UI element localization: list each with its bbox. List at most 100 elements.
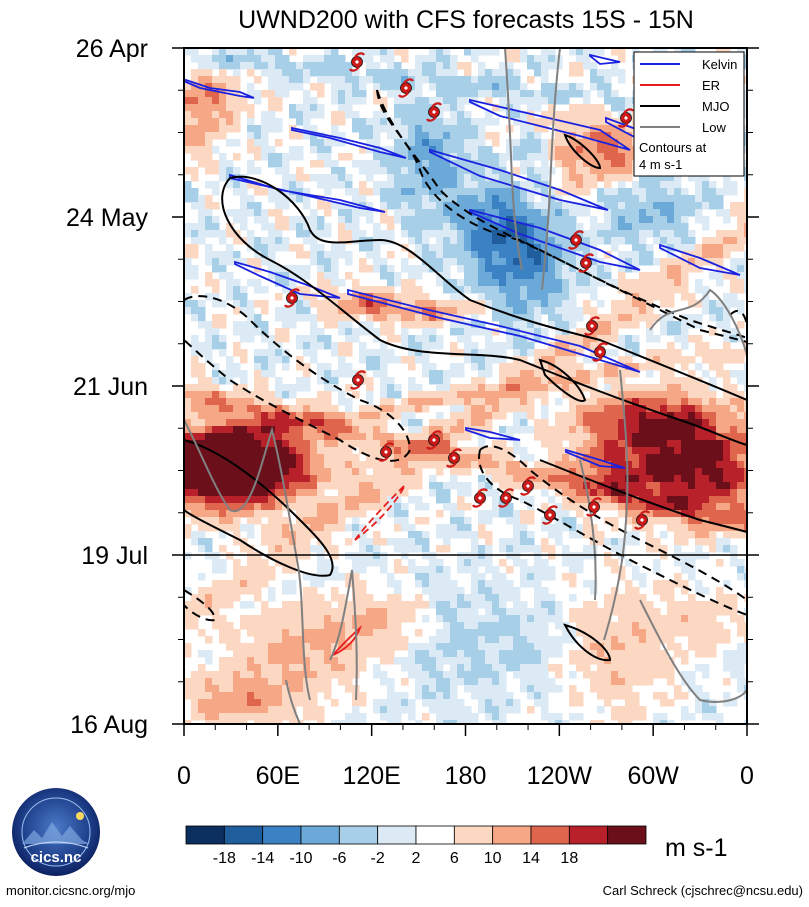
legend-note-line1: Contours at	[639, 140, 707, 155]
legend-note-line2: 4 m s-1	[639, 157, 682, 172]
y-tick-label: 24 May	[66, 204, 148, 232]
cyclone-icon	[592, 342, 608, 362]
colorbar-swatch	[453, 825, 494, 845]
colorbar-swatch	[185, 825, 225, 845]
kelvin-contour	[469, 208, 641, 271]
mjo-contour	[376, 89, 747, 339]
y-tick-label: 21 Jun	[73, 373, 148, 401]
cyclone-icon	[584, 316, 600, 336]
mjo-contour	[729, 309, 747, 326]
legend-label-low: Low	[702, 120, 726, 135]
mjo-contour	[539, 459, 747, 533]
low-frequency-contour	[579, 459, 597, 601]
kelvin-contour	[185, 78, 255, 99]
colorbar-swatch	[262, 825, 302, 845]
colorbar-label: -10	[289, 850, 312, 867]
cyclone-icon	[542, 505, 558, 525]
cyclone-icon	[634, 510, 650, 530]
cyclone-icon	[472, 488, 488, 508]
colorbar-label: 6	[450, 850, 459, 867]
kelvin-contour	[659, 243, 741, 276]
colorbar-label: -14	[251, 850, 274, 867]
legend-label-mjo: MJO	[702, 99, 729, 114]
x-tick-label: 60W	[627, 762, 679, 790]
x-tick-label: 180	[445, 762, 487, 790]
legend: Kelvin ER MJO Low Contours at 4 m s-1	[633, 51, 745, 177]
kelvin-contour	[291, 126, 407, 159]
kelvin-contour	[589, 53, 621, 65]
mjo-contour	[229, 175, 747, 401]
low-frequency-contour	[541, 48, 561, 291]
legend-label-kelvin: Kelvin	[702, 57, 737, 72]
colorbar-swatch	[530, 825, 570, 845]
er-contour	[332, 625, 362, 656]
kelvin-contour	[565, 448, 626, 469]
y-tick-label: 26 Apr	[76, 35, 148, 63]
cyclone-icon	[349, 52, 365, 72]
mjo-contour	[184, 589, 217, 622]
cyclone-icon	[350, 370, 366, 390]
website-link[interactable]: monitor.cicsnc.org/mjo	[6, 883, 136, 898]
mjo-contour	[184, 439, 334, 577]
low-frequency-contour	[285, 679, 301, 724]
x-tick-label: 0	[177, 762, 191, 790]
author-credit: Carl Schreck (cjschrec@ncsu.edu)	[602, 883, 803, 898]
colorbar-label: -18	[213, 850, 236, 867]
x-tick-label: 120E	[342, 762, 400, 790]
low-frequency-contour	[504, 48, 523, 271]
mjo-contour	[563, 133, 602, 170]
kelvin-contour	[465, 426, 521, 441]
mjo-contour	[563, 623, 612, 662]
colorbar-swatch	[415, 825, 455, 845]
colorbar-swatch	[338, 825, 379, 845]
cicsnc-logo: cics.nc	[12, 788, 100, 876]
cyclone-icon	[426, 430, 442, 450]
cyclone-icon	[446, 448, 462, 468]
cyclone-icon	[520, 476, 536, 496]
colorbar-label: 2	[412, 850, 421, 867]
colorbar-unit: m s-1	[665, 834, 728, 862]
logo-text: cics.nc	[31, 849, 82, 866]
mjo-contour	[478, 449, 747, 616]
contour-layer	[184, 48, 747, 724]
cyclone-icon	[426, 102, 442, 122]
colorbar-label: -2	[371, 850, 385, 867]
mjo-contour	[376, 89, 747, 343]
x-tick-label: 60E	[256, 762, 300, 790]
mjo-contour	[479, 445, 747, 601]
cyclone-icon	[398, 78, 414, 98]
cyclone-icon	[586, 497, 602, 517]
low-frequency-contour	[184, 419, 311, 701]
legend-label-er: ER	[702, 78, 720, 93]
mjo-contour	[221, 177, 747, 446]
colorbar-swatch	[223, 825, 264, 845]
cyclone-icon	[618, 108, 634, 128]
kelvin-contour	[347, 288, 641, 373]
colorbar-swatch	[492, 825, 532, 845]
x-tick-label: 0	[740, 762, 754, 790]
chart-title: UWND200 with CFS forecasts 15S - 15N	[238, 6, 694, 34]
cyclone-icon	[498, 488, 514, 508]
mjo-contour	[538, 358, 587, 402]
axes: 26 Apr 24 May 21 Jun 19 Jul 16 Aug 0 60E 120E 18…	[66, 35, 759, 790]
y-tick-label: 19 Jul	[81, 542, 148, 570]
colorbar: -18 -14 -10 -6 -2 2 6 10 14 18	[185, 825, 647, 867]
y-tick-label: 16 Aug	[70, 711, 148, 739]
low-frequency-contour	[649, 288, 747, 356]
cyclone-icon	[568, 230, 584, 250]
colorbar-label: 14	[522, 850, 540, 867]
colorbar-label: -6	[332, 850, 346, 867]
kelvin-contour	[229, 173, 386, 213]
low-frequency-contour	[603, 369, 629, 641]
low-frequency-contour	[639, 599, 747, 703]
tropical-cyclone-markers	[284, 52, 650, 530]
low-frequency-contour	[329, 569, 358, 701]
kelvin-contour	[234, 260, 341, 299]
colorbar-swatch	[300, 825, 340, 845]
kelvin-contour	[429, 148, 609, 211]
x-tick-label: 120W	[527, 762, 593, 790]
cyclone-icon	[284, 288, 300, 308]
colorbar-label: 18	[560, 850, 578, 867]
kelvin-contour	[469, 98, 631, 151]
